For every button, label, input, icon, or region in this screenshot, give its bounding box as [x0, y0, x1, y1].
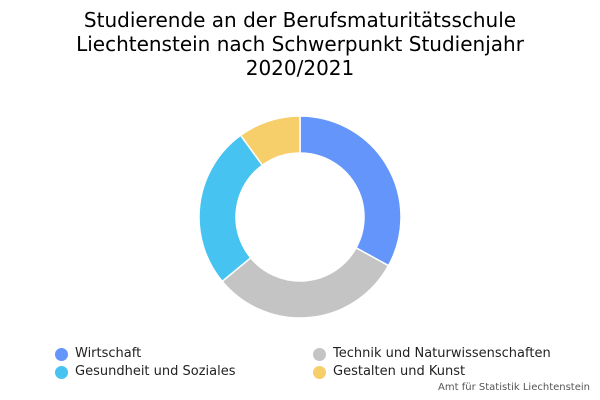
- legend-label-technik: Technik und Naturwissenschaften: [333, 346, 551, 361]
- source-credit: Amt für Statistik Liechtenstein: [438, 382, 590, 393]
- legend-item-wirtschaft[interactable]: Wirtschaft: [55, 346, 141, 362]
- legend-item-gestalten[interactable]: Gestalten und Kunst: [313, 364, 465, 380]
- slice-technik-und-naturwissenschaften[interactable]: [221, 246, 390, 319]
- chart-title: Studierende an der Berufsmaturitätsschul…: [0, 8, 600, 80]
- legend: Wirtschaft Technik und Naturwissenschaft…: [0, 346, 600, 386]
- title-line-1: Studierende an der Berufsmaturitätsschul…: [83, 8, 517, 32]
- title-line-3: 2020/2021: [245, 56, 355, 80]
- title-line-2: Liechtenstein nach Schwerpunkt Studienja…: [76, 32, 524, 56]
- slice-gestalten-und-kunst[interactable]: [239, 115, 301, 167]
- legend-label-wirtschaft: Wirtschaft: [75, 346, 142, 361]
- legend-swatch-gesundheit: [55, 365, 68, 379]
- legend-swatch-wirtschaft: [55, 347, 68, 361]
- slice-wirtschaft[interactable]: [299, 115, 402, 267]
- legend-swatch-gestalten: [313, 365, 326, 379]
- legend-item-technik[interactable]: Technik und Naturwissenschaften: [313, 346, 551, 362]
- legend-item-gesundheit[interactable]: Gesundheit und Soziales: [55, 364, 236, 380]
- legend-label-gestalten: Gestalten und Kunst: [333, 364, 466, 379]
- legend-label-gesundheit: Gesundheit und Soziales: [75, 364, 236, 379]
- legend-swatch-technik: [313, 347, 326, 361]
